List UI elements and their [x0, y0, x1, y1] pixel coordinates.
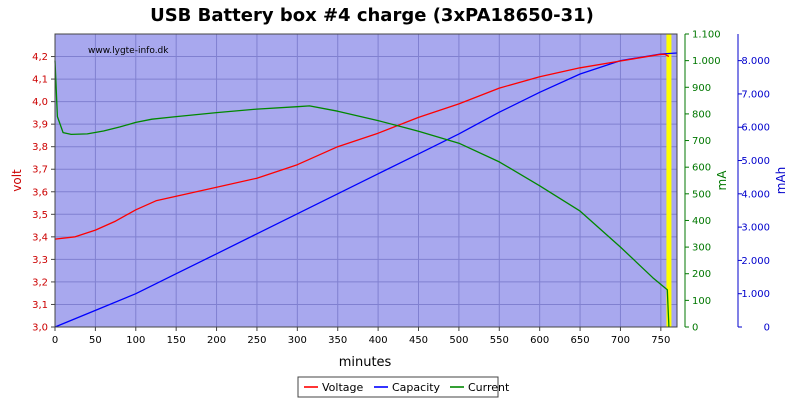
x-tick-label-6: 300: [288, 335, 307, 346]
x-tick-label-0: 0: [52, 335, 58, 346]
mA-tick-label-1: 100: [692, 296, 711, 307]
x-tick-label-9: 450: [409, 335, 428, 346]
legend-label-current: Current: [468, 381, 510, 394]
volt-tick-label-3: 3,3: [32, 255, 48, 266]
mA-axis-label: mA: [715, 170, 729, 191]
chart-title: USB Battery box #4 charge (3xPA18650-31): [150, 5, 594, 26]
series-line-current: [54, 60, 670, 328]
mA-tick-label-0: 0: [692, 323, 698, 334]
volt-tick-label-9: 3,9: [32, 120, 48, 131]
mAh-tick-label-7: 7.000: [741, 89, 770, 100]
x-tick-label-8: 400: [369, 335, 388, 346]
volt-tick-label-1: 3,1: [32, 300, 48, 311]
volt-tick-label-10: 4,0: [32, 97, 48, 108]
watermark: www.lygte-info.dk: [88, 46, 169, 56]
volt-tick-label-12: 4,2: [32, 52, 48, 63]
end-marker: [666, 34, 672, 327]
volt-tick-label-2: 3,2: [32, 277, 48, 288]
mA-tick-label-5: 500: [692, 189, 711, 200]
volt-tick-label-8: 3,8: [32, 142, 48, 153]
mAh-axis-label: mAh: [774, 167, 788, 195]
mA-tick-label-10: 1.000: [692, 56, 721, 67]
legend-box: [297, 376, 499, 398]
x-tick-label-12: 600: [530, 335, 549, 346]
x-tick-label-3: 150: [167, 335, 186, 346]
mA-tick-label-6: 600: [692, 163, 711, 174]
mA-tick-label-9: 900: [692, 83, 711, 94]
x-tick-label-14: 700: [611, 335, 630, 346]
mA-tick-label-3: 300: [692, 243, 711, 254]
mAh-tick-label-0: 0: [764, 323, 770, 334]
legend-label-capacity: Capacity: [392, 381, 441, 394]
mA-tick-label-4: 400: [692, 216, 711, 227]
x-tick-label-2: 100: [126, 335, 145, 346]
volt-tick-label-4: 3,4: [32, 232, 48, 243]
series-line-capacity: [54, 52, 678, 328]
x-tick-label-15: 750: [651, 335, 670, 346]
volt-tick-label-0: 3,0: [32, 323, 48, 334]
plot-border: [54, 33, 678, 328]
mA-tick-label-2: 200: [692, 269, 711, 280]
volt-tick-label-6: 3,6: [32, 187, 48, 198]
x-axis-label: minutes: [339, 355, 392, 370]
x-tick-label-1: 50: [89, 335, 102, 346]
mA-tick-label-7: 700: [692, 136, 711, 147]
x-tick-label-13: 650: [571, 335, 590, 346]
mAh-tick-label-5: 5.000: [741, 156, 770, 167]
x-tick-label-5: 250: [247, 335, 266, 346]
mAh-tick-label-2: 2.000: [741, 256, 770, 267]
mA-tick-label-8: 800: [692, 109, 711, 120]
mAh-tick-label-6: 6.000: [741, 123, 770, 134]
x-tick-label-10: 500: [449, 335, 468, 346]
legend-label-voltage: Voltage: [322, 381, 363, 394]
x-tick-label-7: 350: [328, 335, 347, 346]
x-tick-label-11: 550: [490, 335, 509, 346]
volt-tick-label-11: 4,1: [32, 75, 48, 86]
mAh-tick-label-3: 3.000: [741, 223, 770, 234]
mAh-tick-label-4: 4.000: [741, 189, 770, 200]
x-tick-label-4: 200: [207, 335, 226, 346]
mAh-tick-label-8: 8.000: [741, 56, 770, 67]
mAh-tick-label-1: 1.000: [741, 289, 770, 300]
volt-tick-label-7: 3,7: [32, 165, 48, 176]
series-line-voltage: [54, 53, 670, 240]
mA-tick-label-11: 1.100: [692, 30, 721, 41]
volt-axis-label: volt: [10, 169, 24, 192]
volt-tick-label-5: 3,5: [32, 210, 48, 221]
